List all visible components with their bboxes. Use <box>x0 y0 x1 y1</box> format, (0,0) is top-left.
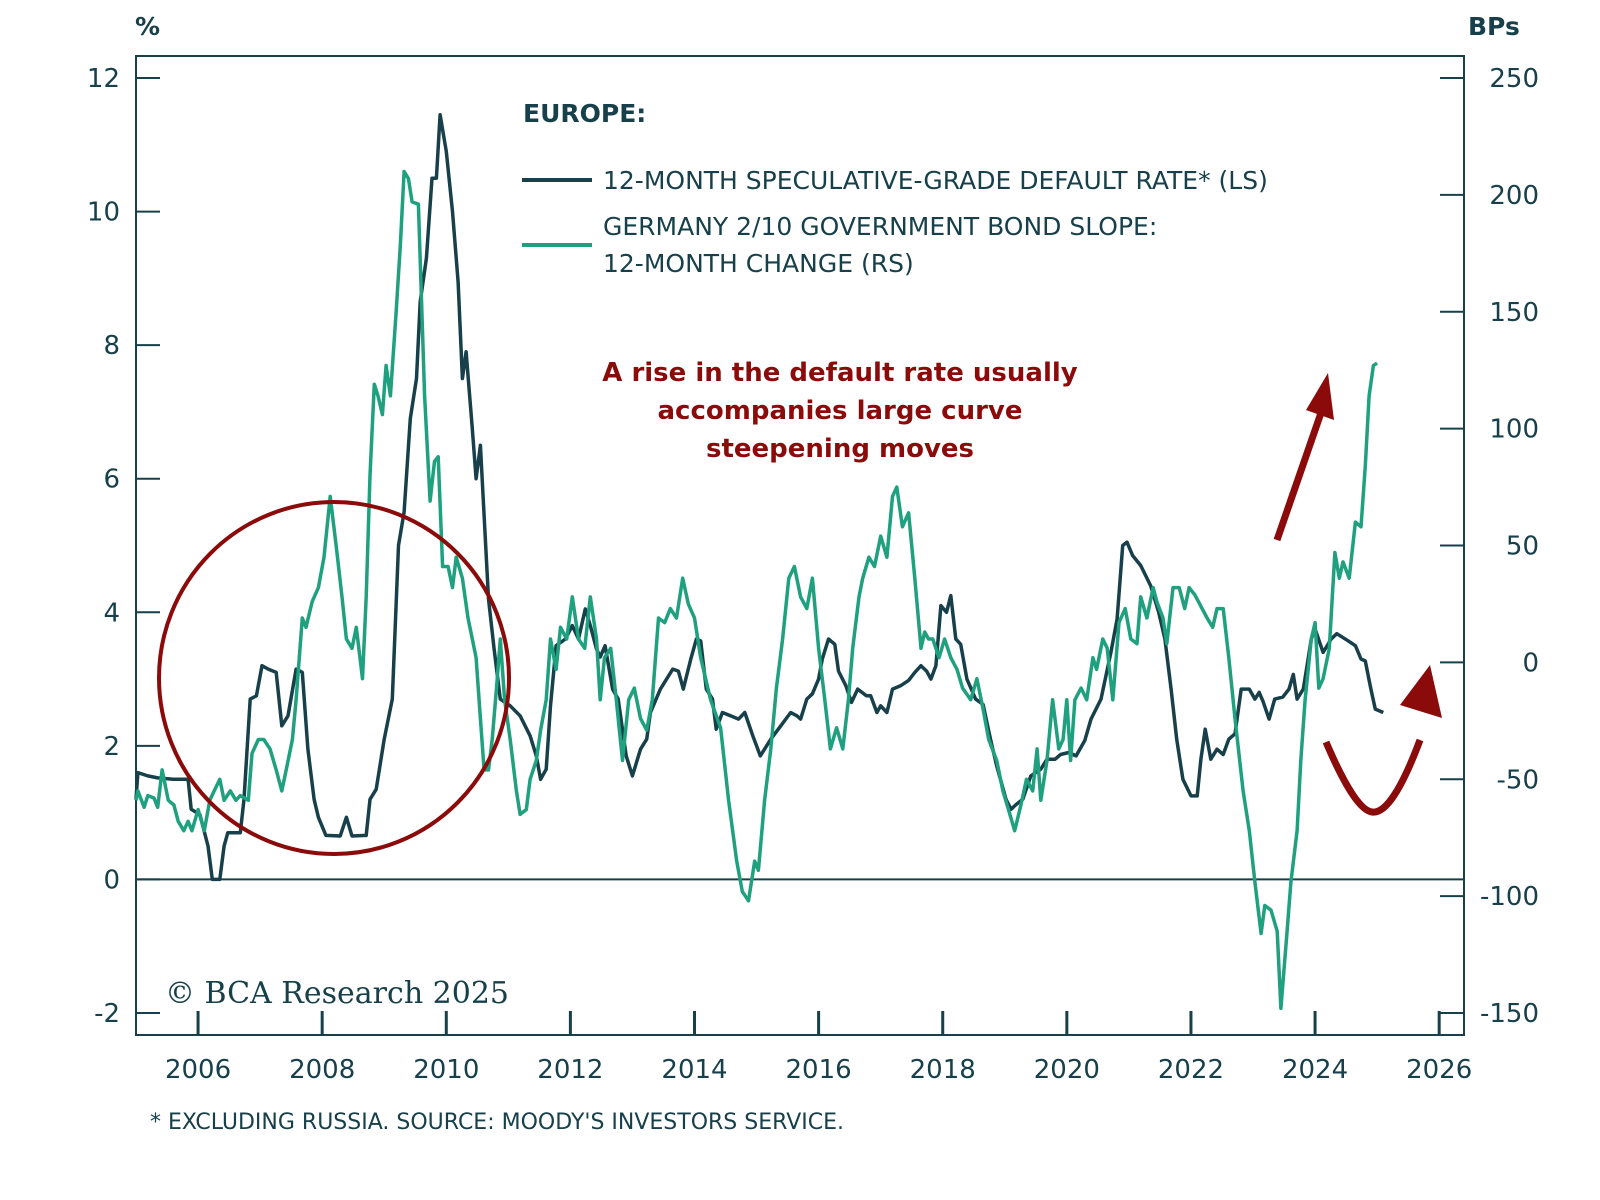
legend-label-bond-slope-line2: 12-MONTH CHANGE (RS) <box>603 249 914 278</box>
right-tick-label: -100 <box>1480 882 1539 912</box>
footnote: * EXCLUDING RUSSIA. SOURCE: MOODY'S INVE… <box>150 1110 844 1135</box>
copyright: © BCA Research 2025 <box>165 976 509 1011</box>
left-tick-label: 12 <box>87 64 120 94</box>
right-tick-label: 50 <box>1506 532 1539 562</box>
right-axis: -150 -100 -50 0 50 100 150 200 250 <box>1440 64 1539 1029</box>
left-tick-label: 8 <box>103 331 120 361</box>
legend: EUROPE: 12-MONTH SPECULATIVE-GRADE DEFAU… <box>522 99 1268 278</box>
left-tick-label: 0 <box>103 865 120 895</box>
series-line-bond-slope <box>134 169 1379 1011</box>
x-tick-label: 2010 <box>413 1055 479 1085</box>
x-tick-label: 2024 <box>1282 1055 1348 1085</box>
up-arrow-icon <box>1273 373 1334 542</box>
left-axis: -2 0 2 4 6 8 10 12 <box>87 64 160 1029</box>
annotation-line-1: A rise in the default rate usually <box>602 358 1078 388</box>
legend-label-default-rate: 12-MONTH SPECULATIVE-GRADE DEFAULT RATE*… <box>603 166 1268 195</box>
x-tick-label: 2008 <box>289 1055 355 1085</box>
x-tick-label: 2026 <box>1406 1055 1472 1085</box>
right-tick-label: -50 <box>1497 765 1539 795</box>
x-tick-label: 2022 <box>1158 1055 1224 1085</box>
right-tick-label: 150 <box>1489 298 1539 328</box>
right-tick-label: 0 <box>1522 648 1539 678</box>
right-tick-label: 100 <box>1489 415 1539 445</box>
x-tick-label: 2014 <box>661 1055 727 1085</box>
highlight-circle <box>157 500 511 856</box>
annotation-line-3: steepening moves <box>706 434 974 464</box>
x-tick-label: 2012 <box>537 1055 603 1085</box>
right-tick-label: 200 <box>1489 181 1539 211</box>
series-line-default-rate <box>134 112 1384 882</box>
left-tick-label: 6 <box>103 465 120 495</box>
legend-label-bond-slope-line1: GERMANY 2/10 GOVERNMENT BOND SLOPE: <box>603 212 1157 241</box>
left-tick-label: -2 <box>94 999 120 1029</box>
x-tick-label: 2018 <box>910 1055 976 1085</box>
left-axis-unit: % <box>135 12 160 41</box>
legend-title: EUROPE: <box>523 99 646 128</box>
left-tick-label: 2 <box>103 732 120 762</box>
x-tick-label: 2006 <box>165 1055 231 1085</box>
annotation: A rise in the default rate usually accom… <box>602 358 1078 464</box>
series-layer <box>134 112 1384 1011</box>
curved-arrow-icon <box>1322 665 1442 816</box>
x-tick-label: 2016 <box>786 1055 852 1085</box>
right-tick-label: -150 <box>1480 999 1539 1029</box>
x-tick-label: 2020 <box>1034 1055 1100 1085</box>
left-tick-label: 10 <box>87 198 120 228</box>
right-tick-label: 250 <box>1489 64 1539 94</box>
right-axis-unit: BPs <box>1468 12 1520 41</box>
left-tick-label: 4 <box>103 598 120 628</box>
x-axis: 2006 2008 2010 2012 2014 2016 2018 2020 2022 2024… <box>165 1011 1472 1085</box>
annotation-line-2: accompanies large curve <box>658 396 1023 426</box>
